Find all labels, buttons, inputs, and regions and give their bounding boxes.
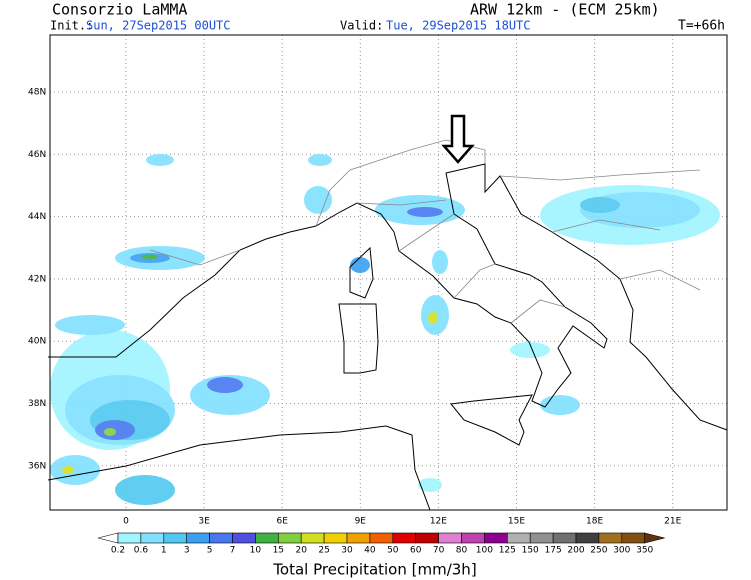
lon-label: 0: [123, 517, 129, 527]
colorbar-label: 175: [545, 546, 562, 556]
lon-label: 12E: [430, 517, 447, 527]
colorbar-end: [97, 532, 119, 544]
init: Sun, 27Sep2015 00UTC: [86, 19, 231, 33]
colorbar-label: 0.6: [134, 546, 149, 556]
colorbar-box: [117, 532, 142, 544]
colorbar-label: 3: [184, 546, 190, 556]
colorbar-box: [506, 532, 531, 544]
colorbar-box: [369, 532, 394, 544]
lat-label: 36N: [28, 461, 46, 471]
colorbar-label: 7: [230, 546, 236, 556]
lat-label: 38N: [28, 399, 46, 409]
colorbar-box: [415, 532, 439, 544]
colorbar-box: [484, 532, 508, 544]
lon-label: 9E: [355, 517, 367, 527]
colorbar-box: [209, 532, 233, 544]
colorbar-box: [163, 532, 188, 544]
map-bg: [50, 35, 727, 510]
valid-label: Valid:: [340, 19, 383, 33]
lon-label: 21E: [664, 517, 681, 527]
colorbar-label: 80: [456, 546, 468, 556]
colorbar-label: 200: [567, 546, 584, 556]
colorbar-box: [529, 532, 554, 544]
colorbar-label: 0.2: [111, 546, 125, 556]
colorbar-end: [644, 532, 665, 544]
model: ARW 12km - (ECM 25km): [470, 1, 660, 19]
colorbar-label: 350: [636, 546, 653, 556]
colorbar-box: [232, 532, 256, 544]
colorbar-label: 50: [387, 546, 399, 556]
colorbar-box: [575, 532, 600, 544]
valid: Tue, 29Sep2015 18UTC: [386, 19, 531, 33]
colorbar-box: [552, 532, 577, 544]
map-frame: [49, 34, 728, 511]
lon-label: 6E: [276, 517, 288, 527]
lon-label: 15E: [508, 517, 525, 527]
colorbar-box: [186, 532, 210, 544]
colorbar-label: 10: [250, 546, 262, 556]
lead-time: T=+66h: [678, 19, 725, 34]
colorbar: 0.2 0.6 1 3 5 7 10 15 20 25 30 40 50 60 70 80 100 125 150 1…: [97, 532, 665, 556]
title: Consorzio LaMMA: [52, 1, 187, 19]
colorbar-label: 15: [273, 546, 284, 556]
colorbar-label: 40: [364, 546, 376, 556]
colorbar-label: 250: [590, 546, 607, 556]
colorbar-label: 5: [207, 546, 213, 556]
precipitation: [50, 154, 720, 505]
colorbar-box: [323, 532, 348, 544]
lon-label: 3E: [198, 517, 210, 527]
map: [47, 34, 728, 511]
colorbar-label: 20: [295, 546, 307, 556]
colorbar-label: 25: [318, 546, 329, 556]
colorbar-box: [461, 532, 485, 544]
colorbar-box: [438, 532, 462, 544]
colorbar-label: 1: [161, 546, 167, 556]
lat-label: 44N: [28, 212, 46, 222]
colorbar-label: 125: [499, 546, 516, 556]
colorbar-caption: Total Precipitation [mm/3h]: [272, 561, 476, 579]
init-label: Init.:: [50, 19, 93, 33]
colorbar-box: [598, 532, 623, 544]
colorbar-box: [392, 532, 416, 544]
colorbar-box: [300, 532, 325, 544]
colorbar-box: [255, 532, 279, 544]
colorbar-label: 150: [522, 546, 539, 556]
colorbar-box: [140, 532, 165, 544]
colorbar-label: 60: [410, 546, 422, 556]
colorbar-box: [346, 532, 371, 544]
lon-label: 18E: [586, 517, 603, 527]
lat-label: 42N: [28, 274, 46, 284]
colorbar-label: 100: [476, 546, 493, 556]
lat-label: 46N: [28, 150, 46, 160]
colorbar-label: 300: [613, 546, 630, 556]
arrow: [441, 114, 475, 164]
lat-label: 48N: [28, 88, 46, 98]
colorbar-label: 30: [341, 546, 353, 556]
colorbar-box: [277, 532, 302, 544]
colorbar-box: [621, 532, 645, 544]
lat-label: 40N: [28, 337, 46, 347]
colorbar-label: 70: [433, 546, 445, 556]
